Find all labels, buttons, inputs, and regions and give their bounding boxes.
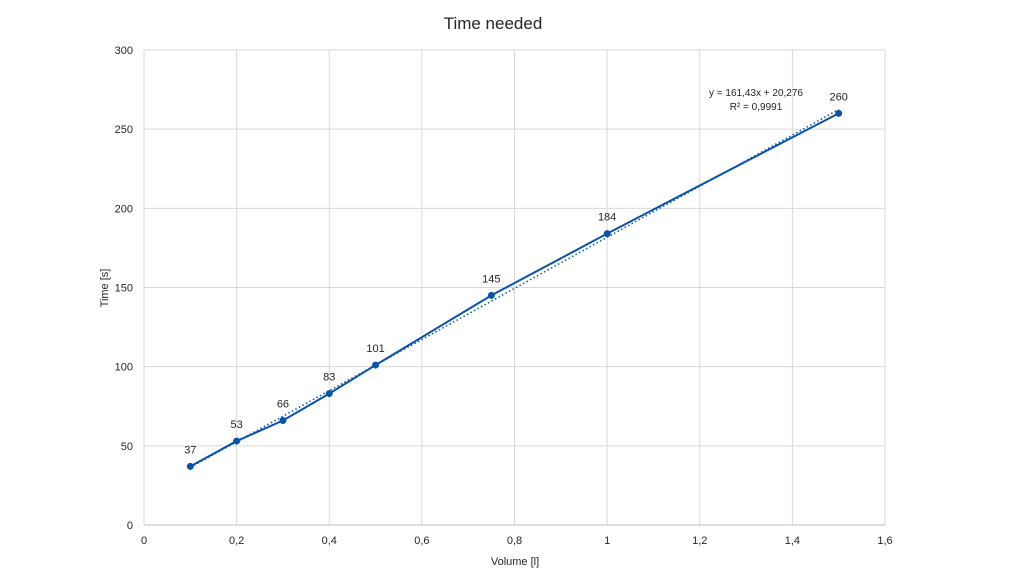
data-label: 260 — [830, 91, 848, 103]
data-point — [279, 417, 287, 424]
y-tick-label: 300 — [115, 45, 133, 57]
data-point — [233, 437, 241, 445]
data-point — [372, 361, 380, 369]
y-tick-label: 50 — [121, 441, 133, 453]
y-tick-label: 200 — [115, 203, 133, 215]
data-label: 53 — [231, 419, 243, 431]
x-tick-label: 0,6 — [414, 535, 429, 547]
data-label: 101 — [366, 343, 384, 355]
data-point — [487, 291, 495, 299]
y-axis-title: Time [s] — [99, 269, 111, 308]
tick-labels: 0 0,2 0,4 0,6 0,8 1 1,2 1,4 1,6 0 50 100 150 200 250 30… — [115, 45, 893, 547]
y-tick-label: 150 — [115, 283, 133, 295]
trendline-r-squared: R² = 0,9991 — [730, 102, 783, 113]
data-label: 83 — [323, 372, 335, 384]
x-tick-label: 1 — [604, 535, 610, 547]
data-series — [186, 109, 843, 470]
x-axis-title: Volume [l] — [491, 556, 539, 568]
x-tick-label: 0,4 — [322, 535, 337, 547]
data-label: 184 — [598, 212, 616, 224]
x-tick-label: 0,2 — [229, 535, 244, 547]
x-tick-label: 0 — [141, 535, 147, 547]
data-label: 66 — [277, 399, 289, 411]
y-tick-label: 250 — [115, 124, 133, 136]
x-tick-label: 1,6 — [877, 535, 892, 547]
gridlines — [143, 49, 886, 526]
x-tick-label: 1,4 — [785, 535, 800, 547]
data-point — [325, 390, 333, 398]
chart-title: Time needed — [444, 14, 543, 33]
data-label: 145 — [482, 273, 500, 285]
data-label: 37 — [184, 444, 196, 456]
y-tick-label: 100 — [115, 362, 133, 374]
y-tick-label: 0 — [127, 520, 133, 532]
series-line — [189, 112, 840, 468]
data-labels: 37 53 66 83 101 145 184 260 — [184, 91, 848, 456]
x-tick-label: 1,2 — [692, 535, 707, 547]
data-point — [603, 230, 611, 238]
x-tick-label: 0,8 — [507, 535, 522, 547]
data-point — [835, 109, 843, 117]
trendline-equation: y = 161,43x + 20,276 — [709, 88, 803, 99]
data-point — [186, 462, 194, 470]
